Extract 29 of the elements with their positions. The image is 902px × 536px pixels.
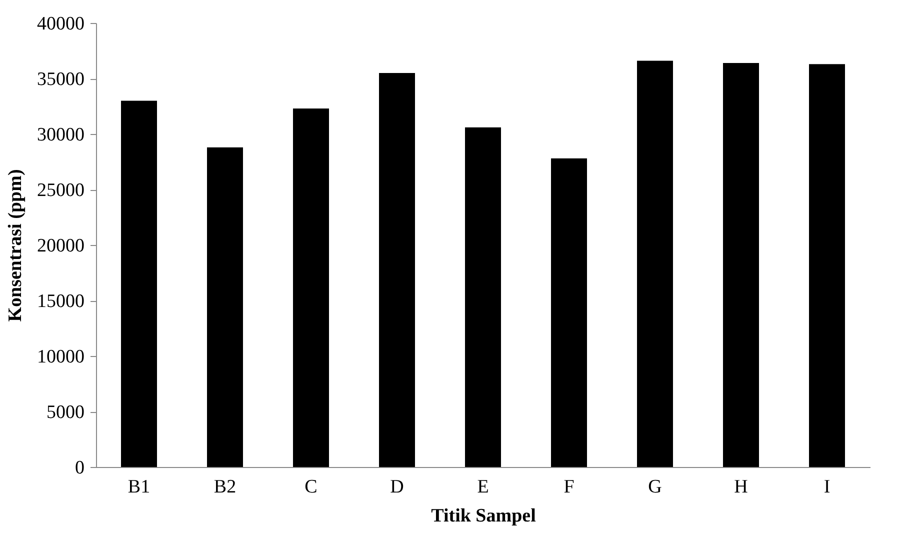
bar (121, 100, 157, 467)
bar (809, 64, 845, 467)
x-tick-label: F (564, 476, 574, 498)
y-tick-label: 15000 (37, 291, 84, 312)
bar (637, 60, 673, 467)
y-tick-label: 25000 (37, 180, 84, 201)
x-tick-label: C (304, 476, 318, 498)
x-tick-label: D (390, 476, 404, 498)
bar (379, 72, 415, 467)
x-axis-title: Titik Sampel (431, 506, 536, 526)
x-tick-label: B2 (214, 476, 236, 498)
y-tick-label: 35000 (37, 69, 84, 90)
bar (207, 147, 243, 467)
y-axis-title: Konsentrasi (ppm) (5, 169, 26, 322)
y-tick-label: 20000 (37, 236, 84, 256)
bar (551, 158, 587, 467)
y-tick-label: 10000 (37, 346, 84, 368)
bar (723, 62, 759, 467)
y-tick-label: 40000 (37, 14, 84, 34)
bar (293, 108, 329, 467)
x-tick-label: B1 (128, 476, 150, 498)
y-tick-label: 30000 (37, 124, 84, 146)
bar (465, 127, 501, 467)
y-tick-label: 5000 (46, 402, 84, 423)
x-tick-label: E (477, 476, 489, 498)
y-tick-label: 0 (75, 458, 84, 478)
x-tick-label: H (734, 476, 748, 498)
x-tick-label: G (648, 476, 662, 498)
x-tick-label: I (824, 476, 830, 498)
